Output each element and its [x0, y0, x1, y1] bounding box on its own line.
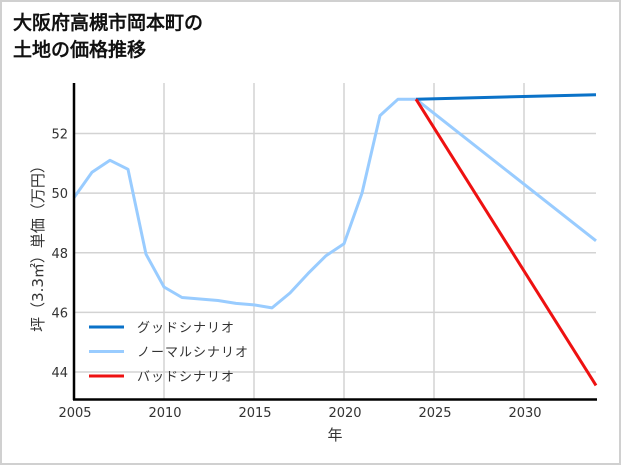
series-line [414, 98, 598, 387]
legend-label: バッドシナリオ [137, 370, 235, 385]
x-tick-label: 2015 [238, 406, 271, 421]
y-tick-label: 52 [51, 128, 68, 143]
x-tick-labels: 2005 2010 2015 2020 2025 2030 [58, 406, 541, 421]
chart-title-line2: 土地の価格推移 [13, 39, 147, 61]
y-tick-label: 48 [51, 247, 68, 262]
legend-label: ノーマルシナリオ [137, 346, 249, 361]
x-axis-label: 年 [327, 426, 342, 444]
chart-title-line1: 大阪府高槻市岡本町の [13, 12, 204, 34]
x-tick-label: 2030 [508, 406, 541, 421]
series-lines [72, 93, 598, 387]
y-tick-label: 46 [51, 306, 68, 321]
axes [72, 83, 597, 401]
y-tick-label: 50 [51, 187, 68, 202]
y-tick-labels: 44 46 48 50 52 [51, 128, 68, 382]
x-tick-label: 2010 [148, 406, 181, 421]
series-line [72, 97, 597, 310]
y-axis-label: 坪（3.3㎡）単価（万円） [29, 158, 47, 332]
x-tick-label: 2020 [328, 406, 361, 421]
y-tick-label: 44 [51, 366, 68, 381]
chart-title: 大阪府高槻市岡本町の 土地の価格推移 [13, 10, 203, 64]
series-line [415, 93, 597, 101]
x-tick-label: 2025 [418, 406, 451, 421]
legend-label: グッドシナリオ [137, 321, 235, 336]
x-tick-label: 2005 [58, 406, 91, 421]
